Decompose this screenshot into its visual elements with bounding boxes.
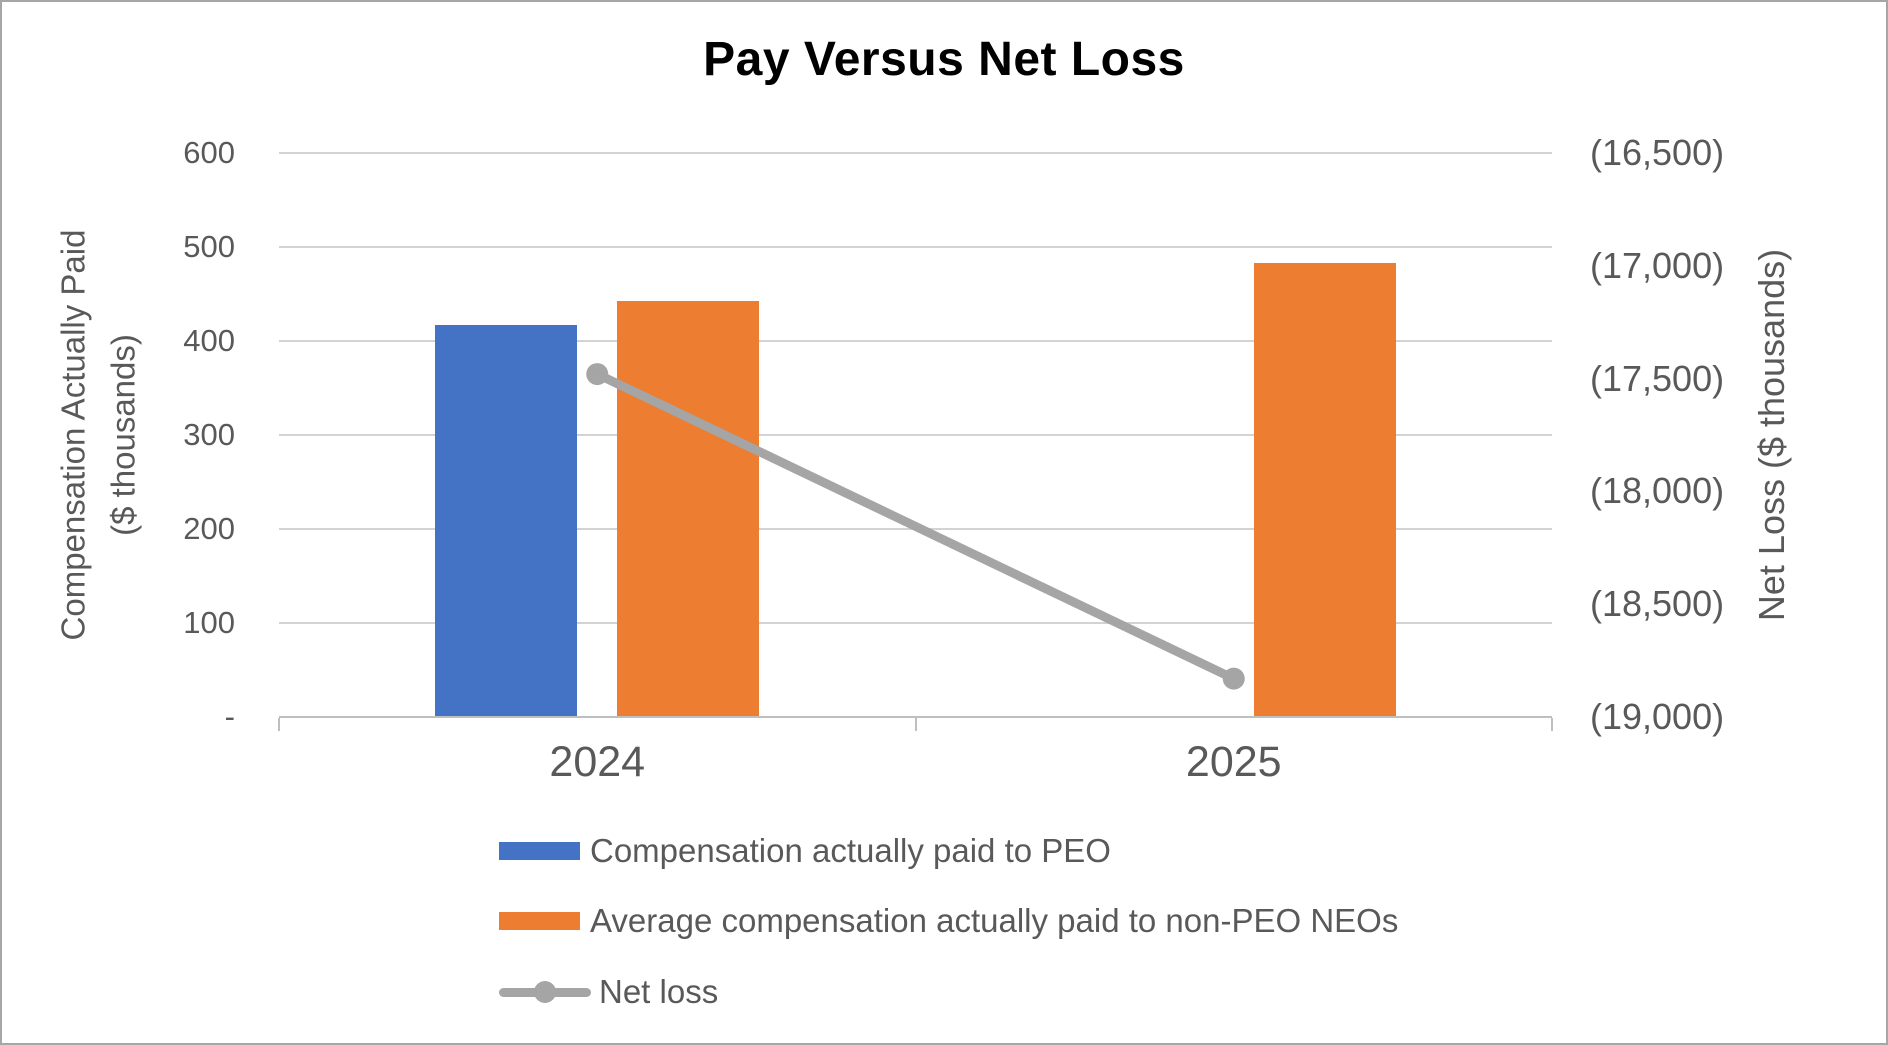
legend-item-peo: Compensation actually paid to PEO [499, 832, 1111, 870]
left-axis-tick-label: 100 [183, 605, 235, 640]
x-axis-tick [914, 718, 917, 731]
legend-marker-icon [534, 981, 556, 1003]
bar-2024-series0 [435, 325, 578, 717]
net-loss-marker-2024 [586, 363, 609, 386]
x-axis-label-2024: 2024 [549, 738, 646, 786]
x-axis-line [279, 716, 1552, 718]
chart-title: Pay Versus Net Loss [703, 33, 1185, 86]
left-axis-tick-label: 500 [183, 229, 235, 264]
left-axis-tick-label: 600 [183, 135, 235, 170]
left-axis-tick-label: 400 [183, 323, 235, 358]
gridline [279, 434, 1552, 436]
right-axis-tick-label: (17,000) [1590, 244, 1725, 286]
right-axis-tick-label: (18,000) [1590, 470, 1725, 512]
net-loss-line-layer [586, 363, 1245, 690]
legend-label-nonpeo: Average compensation actually paid to no… [590, 902, 1399, 939]
x-axis-tick [1551, 718, 1553, 731]
legend-line-sample [499, 980, 591, 1004]
net-loss-marker-2025 [1222, 667, 1245, 690]
bar-2024-series1 [617, 301, 760, 717]
right-axis-tick-label: (18,500) [1590, 583, 1725, 625]
net-loss-line [592, 369, 1239, 684]
legend-item-netloss: Net loss [499, 973, 718, 1011]
right-axis-tick-label: (19,000) [1590, 696, 1725, 737]
right-axis-tick-label: (16,500) [1590, 132, 1725, 173]
legend-swatch-peo [499, 842, 580, 860]
left-axis-tick-label: 200 [183, 511, 235, 546]
x-axis-tick [278, 718, 280, 731]
gridline [279, 622, 1552, 624]
right-axis-title: Net Loss ($ thousands) [1751, 248, 1792, 622]
x-axis-label-2025: 2025 [1185, 738, 1282, 786]
gridline [279, 246, 1552, 248]
legend-swatch-nonpeo [499, 912, 580, 930]
right-axis-tick-label: (17,500) [1590, 357, 1725, 399]
gridline [279, 340, 1552, 342]
legend-item-nonpeo: Average compensation actually paid to no… [499, 902, 1398, 940]
legend-label-peo: Compensation actually paid to PEO [590, 832, 1111, 869]
left-axis-tick-label: 300 [183, 417, 235, 452]
bar-2025-series1 [1253, 263, 1396, 717]
gridline [279, 152, 1552, 154]
legend-label-netloss: Net loss [599, 973, 719, 1010]
left-axis-tick-label: - [224, 699, 235, 734]
